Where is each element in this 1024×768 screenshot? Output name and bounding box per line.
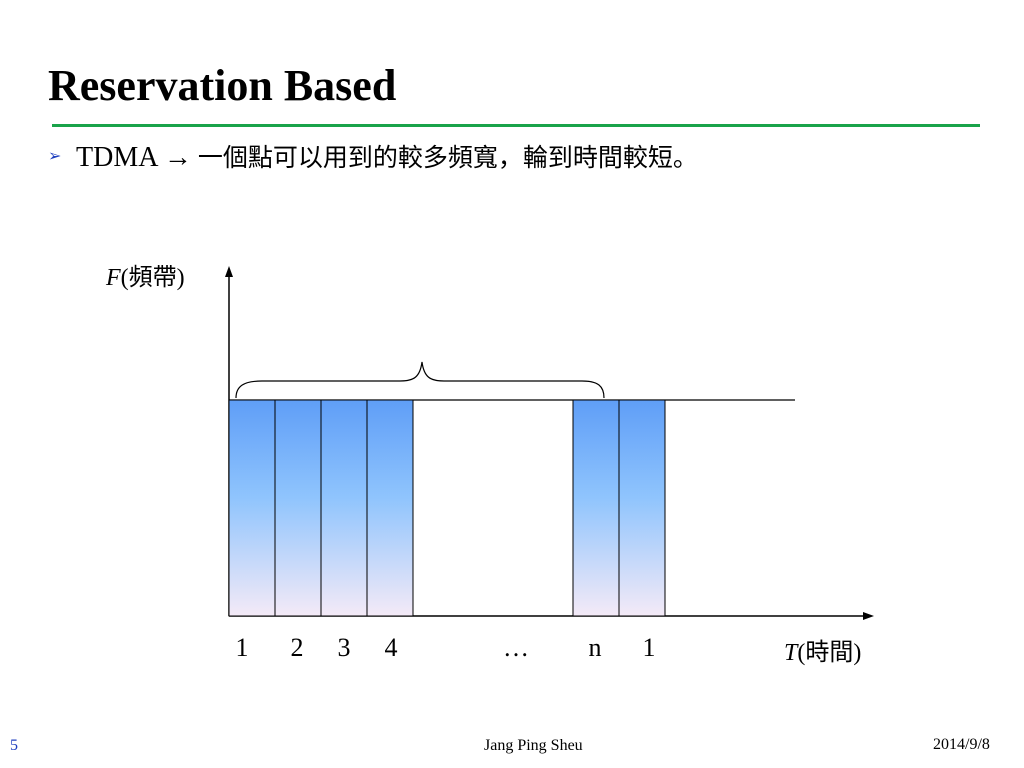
slot-label-n: n — [589, 633, 602, 662]
page-number: 5 — [10, 737, 18, 754]
slot-label-1: 1 — [236, 633, 249, 662]
title-divider — [52, 124, 980, 127]
bullet-lead: TDMA → — [76, 142, 192, 173]
y-axis-arrow-icon — [225, 266, 233, 277]
y-axis-label: F(頻帶) — [105, 264, 185, 291]
slot-label-ellipsis: … — [503, 633, 529, 662]
slot-label-2: 2 — [291, 633, 304, 662]
footer-date: 2014/9/8 — [933, 736, 990, 753]
page-title: Reservation Based — [48, 61, 397, 110]
bullet-item: ➢ TDMA → 一個點可以用到的較多頻寬，輪到時間較短。 — [48, 138, 698, 176]
brace-group — [235, 361, 605, 399]
footer-author: Jang Ping Sheu — [484, 737, 583, 754]
slot-label-1-repeat: 1 — [643, 633, 656, 662]
slot-label-4: 4 — [385, 633, 398, 662]
x-axis-arrow-icon — [863, 612, 874, 620]
slot-3 — [320, 399, 368, 617]
x-axis-label: T(時間) — [784, 639, 861, 666]
slot-1 — [228, 399, 276, 617]
slot-1-repeat — [618, 399, 666, 617]
bullet-text: 一個點可以用到的較多頻寬，輪到時間較短。 — [197, 143, 698, 172]
slot-4 — [366, 399, 414, 617]
slot-label-3: 3 — [338, 633, 351, 662]
slot-2 — [274, 399, 322, 617]
slot-n — [572, 399, 620, 617]
arrow-bullet-icon: ➢ — [48, 146, 62, 165]
